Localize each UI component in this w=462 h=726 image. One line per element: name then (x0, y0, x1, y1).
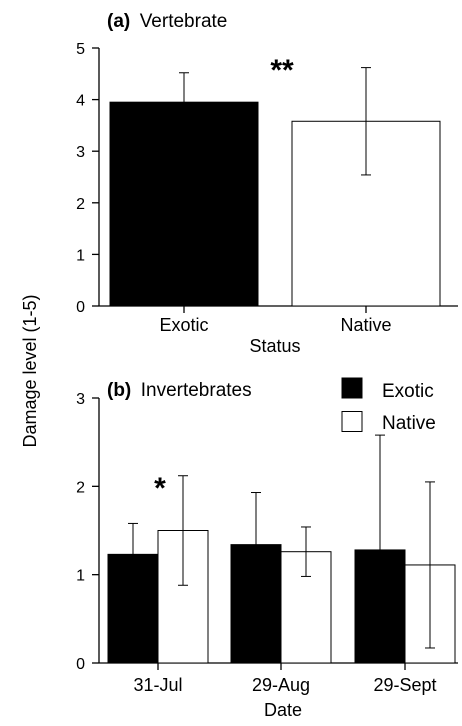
panel-b-x-tick-label: 29-Sept (373, 675, 436, 695)
panel-a-y-tick-label: 3 (76, 144, 85, 161)
panel-b-y-tick-label: 0 (76, 656, 85, 673)
panel-b-letter: (b) (107, 380, 131, 401)
legend-swatch-native (341, 411, 363, 432)
panel-a-xlabel: Status (249, 336, 300, 356)
legend: Exotic Native (341, 377, 436, 434)
legend-swatch-exotic (341, 377, 363, 399)
panel-b-bars (107, 434, 456, 664)
panel-b-y-tick-label: 2 (76, 479, 85, 496)
panel-a-x-tick-label: Exotic (159, 315, 208, 335)
panel-a-y-tick-label: 1 (76, 247, 85, 264)
panel-b-title: (b) Invertebrates (107, 380, 252, 401)
panel-b-x-tick-labels: 31-Jul 29-Aug 29-Sept (133, 663, 437, 695)
figure-ylabel: Damage level (1-5) (20, 294, 40, 447)
panel-a-y-tick-label: 0 (76, 299, 85, 316)
legend-label-native: Native (382, 413, 436, 434)
panel-a-title-text: Vertebrate (140, 11, 228, 32)
panel-b-y-ticks: 0 1 2 3 (76, 391, 99, 673)
panel-a-title: (a) Vertebrate (107, 11, 227, 32)
panel-a-x-tick-label: Native (340, 315, 391, 335)
panel-a-bars (109, 67, 441, 307)
panel-b-x-tick-label: 29-Aug (252, 675, 310, 695)
panel-a-x-tick-labels: Exotic Native (159, 306, 392, 335)
panel-a-letter: (a) (107, 11, 130, 32)
panel-b-y-tick-label: 3 (76, 391, 85, 408)
panel-b-significance: * (154, 472, 166, 505)
panel-b-title-text: Invertebrates (141, 380, 252, 401)
panel-a-bar-exotic (109, 101, 259, 307)
panel-a-y-tick-label: 2 (76, 196, 85, 213)
panel-b-invertebrates: (b) Invertebrates 0 1 2 3 31-Jul 29-Aug 29-Se… (76, 377, 458, 720)
panel-b-y-tick-label: 1 (76, 568, 85, 585)
panel-a-significance: ** (270, 54, 294, 87)
panel-a-y-ticks: 0 1 2 3 4 5 (76, 41, 99, 316)
panel-a-y-tick-label: 5 (76, 41, 85, 58)
panel-a-y-tick-label: 4 (76, 93, 85, 110)
panel-a-vertebrate: (a) Vertebrate 0 1 2 3 4 5 Exotic Native ** St… (76, 11, 458, 356)
legend-label-exotic: Exotic (382, 381, 434, 402)
panel-b-xlabel: Date (264, 700, 302, 720)
panel-b-x-tick-label: 31-Jul (133, 675, 182, 695)
